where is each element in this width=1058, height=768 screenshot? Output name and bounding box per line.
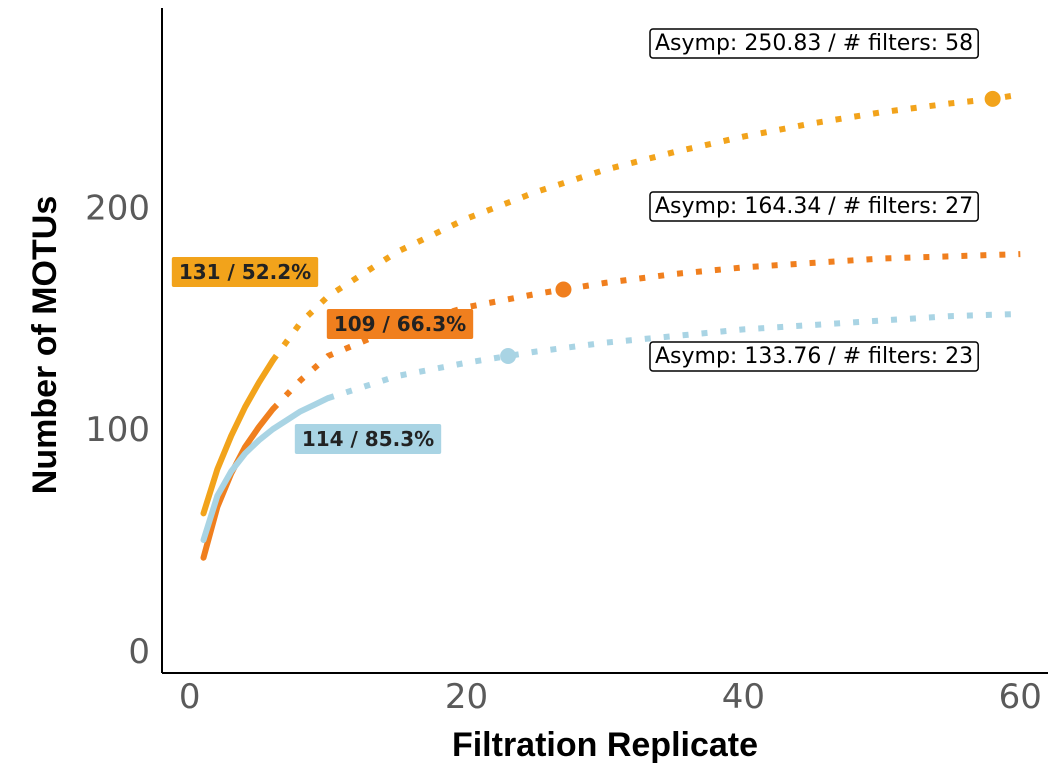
axes: [161, 8, 1048, 674]
series-layer: [200, 90, 1021, 561]
asymptote-label-box: [649, 191, 979, 222]
observed-line: [200, 357, 276, 517]
observed-label-text: 109 / 66.3%: [334, 312, 466, 336]
asymptote-label-text: Asymp: 164.34 / # filters: 27: [655, 194, 973, 219]
extrapolated-line: [270, 91, 1021, 363]
observed-line: [200, 395, 332, 543]
observed-label-text: 131 / 52.2%: [179, 260, 311, 284]
asymptote-label-text: Asymp: 133.76 / # filters: 23: [655, 344, 973, 369]
observed-label: 114 / 85.3%: [294, 424, 442, 454]
y-tick-label: 0: [128, 632, 150, 672]
extrapolated-line: [270, 251, 1021, 412]
observed-label: 131 / 52.2%: [171, 257, 319, 287]
asymptote-label: Asymp: 250.83 / # filters: 58: [649, 28, 979, 59]
extrapolated-line: [327, 310, 1021, 401]
x-axis-title: Filtration Replicate: [452, 726, 758, 764]
y-tick-label: 100: [85, 410, 150, 450]
observed-label-box: [171, 257, 319, 287]
asymptote-label-box: [649, 341, 979, 372]
x-tick-label: 60: [999, 677, 1042, 717]
asymptote-point: [984, 90, 1001, 107]
observed-label-text: 114 / 85.3%: [302, 427, 434, 451]
y-tick-label: 200: [85, 189, 150, 229]
labels-layer: Asymp: 250.83 / # filters: 58 131 / 52.2%…: [171, 28, 979, 454]
observed-label: 109 / 66.3%: [326, 309, 474, 339]
asymptote-label-text: Asymp: 250.83 / # filters: 58: [655, 31, 973, 56]
x-tick-label: 20: [445, 677, 488, 717]
asymptote-label-box: [649, 28, 979, 59]
y-axis-title: Number of MOTUs: [26, 196, 64, 494]
asymptote-label: Asymp: 133.76 / # filters: 23: [649, 341, 979, 372]
asymptote-point: [555, 281, 572, 298]
x-tick-label: 40: [722, 677, 765, 717]
asymptote-label: Asymp: 164.34 / # filters: 27: [649, 191, 979, 222]
x-tick-label: 0: [179, 677, 201, 717]
observed-label-box: [294, 424, 442, 454]
asymptote-point: [500, 348, 517, 365]
observed-label-box: [326, 309, 474, 339]
tick-labels: 0 20 40 60 0 100 200: [85, 189, 1042, 718]
